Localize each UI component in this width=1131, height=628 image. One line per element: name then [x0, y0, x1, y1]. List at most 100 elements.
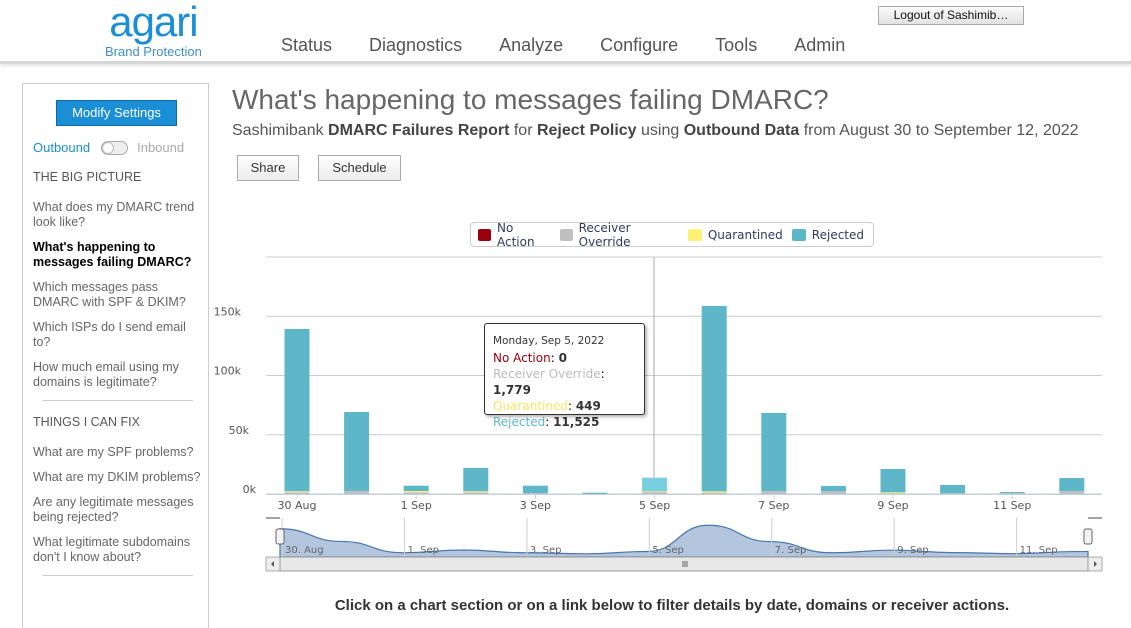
bar-quarantined	[701, 491, 727, 493]
bar-receiver-override	[940, 493, 966, 495]
tooltip-label: Rejected	[493, 415, 546, 429]
legend-label: Receiver Override	[578, 220, 631, 249]
navigator-label: 11. Sep	[1020, 545, 1058, 556]
legend-label: No Action	[497, 220, 535, 249]
agari-logo[interactable]: agari Brand Protection	[105, 0, 202, 60]
bar-rejected	[940, 484, 966, 494]
bar-rejected	[999, 491, 1025, 494]
sidebar-list: THE BIG PICTURE What does my DMARC trend…	[33, 170, 203, 590]
sidebar-item-active[interactable]: What's happening to messages failing DMA…	[33, 240, 192, 269]
navigator-label: 9. Sep	[897, 545, 929, 556]
bar-rejected	[284, 328, 310, 492]
legend-item-rejected[interactable]: Rejected	[791, 228, 864, 242]
y-tick-label: 150k	[214, 305, 242, 318]
bar-quarantined	[880, 492, 906, 494]
sidebar-item[interactable]: What legitimate subdomains don't I know …	[33, 535, 191, 564]
toggle-inbound-label[interactable]: Inbound	[137, 140, 185, 155]
divider	[43, 575, 193, 576]
x-tick-label: 7 Sep	[758, 499, 789, 512]
tooltip-value: 11,525	[553, 415, 600, 429]
filter-hint: Click on a chart section or on a link be…	[334, 597, 1010, 614]
y-tick-label: 50k	[229, 424, 250, 437]
navigator-label: 1. Sep	[407, 545, 439, 556]
legend-item-receiver-override[interactable]: Receiver Override	[559, 220, 679, 249]
report-name: DMARC Failures Report	[328, 122, 510, 139]
bar-rejected	[1059, 478, 1085, 492]
bar-receiver-override	[344, 491, 370, 494]
nav-configure[interactable]: Configure	[600, 35, 679, 55]
tooltip-row: Quarantined: 449	[493, 399, 601, 413]
bar-rejected	[761, 412, 787, 492]
navigator-label: 3. Sep	[530, 545, 562, 556]
bar-receiver-override	[642, 491, 668, 494]
section-heading: THINGS I CAN FIX	[33, 415, 140, 429]
logo-subtitle: Brand Protection	[105, 44, 202, 59]
y-tick-label: 100k	[214, 365, 242, 378]
legend-swatch	[687, 228, 702, 241]
sidebar: Modify Settings Outbound Inbound THE BIG…	[22, 83, 209, 628]
nav-tools[interactable]: Tools	[715, 35, 758, 55]
direction-toggle[interactable]	[101, 140, 129, 155]
bar-receiver-override	[880, 493, 906, 495]
tooltip-row: Receiver Override: 1,779	[493, 367, 605, 397]
nav-diagnostics[interactable]: Diagnostics	[369, 35, 463, 55]
bar-quarantined	[642, 491, 668, 493]
sidebar-item[interactable]: Are any legitimate messages being reject…	[33, 495, 194, 524]
legend-label: Quarantined	[707, 227, 783, 242]
schedule-button[interactable]: Schedule	[318, 155, 401, 181]
bar-quarantined	[284, 491, 310, 493]
x-tick-label: 11 Sep	[993, 499, 1031, 512]
bar-receiver-override	[522, 493, 548, 494]
toggle-outbound-label[interactable]: Outbound	[33, 140, 91, 155]
modify-settings-button[interactable]: Modify Settings	[56, 100, 177, 126]
chart-tooltip: Monday, Sep 5, 2022 No Action: 0 Receive…	[484, 323, 645, 429]
share-button[interactable]: Share	[237, 155, 299, 181]
tooltip-value: 449	[575, 399, 601, 413]
navigator-left-handle[interactable]	[275, 528, 285, 545]
bar-quarantined	[403, 491, 429, 493]
sidebar-item[interactable]: What are my DKIM problems?	[33, 470, 201, 484]
chart-legend: No Action Receiver Override Quarantined …	[470, 220, 874, 249]
sidebar-item[interactable]: Which ISPs do I send email to?	[33, 320, 186, 349]
x-tick-label: 30 Aug	[278, 499, 317, 512]
navigator-area	[279, 524, 1089, 558]
sidebar-item[interactable]: Which messages pass DMARC with SPF & DKI…	[33, 280, 186, 309]
logout-button[interactable]: Logout of Sashimib…	[878, 6, 1024, 25]
logo-word: agari	[109, 0, 198, 45]
nav-admin[interactable]: Admin	[794, 35, 846, 55]
legend-item-no-action[interactable]: No Action	[478, 221, 551, 249]
sidebar-item[interactable]: How much email using my domains is legit…	[33, 360, 179, 389]
x-tick-label: 5 Sep	[639, 499, 670, 512]
navigator-right-handle[interactable]	[1083, 528, 1093, 545]
tooltip-value: 1,779	[493, 383, 531, 397]
navigator-label: 30. Aug	[285, 545, 324, 556]
tooltip-date: Monday, Sep 5, 2022	[493, 335, 605, 347]
navigator-label: 5. Sep	[652, 545, 684, 556]
bar-rejected	[582, 492, 608, 494]
nav-status[interactable]: Status	[281, 35, 333, 55]
scrollbar-thumb[interactable]	[279, 556, 1089, 572]
tooltip-label: No Action	[493, 351, 551, 365]
scrollbar-track[interactable]	[265, 556, 1103, 572]
bar-rejected	[880, 468, 906, 493]
scrollbar-grip-icon	[682, 561, 688, 567]
policy-name: Reject Policy	[536, 122, 637, 139]
tooltip-value: 0	[558, 351, 567, 365]
nav-analyze[interactable]: Analyze	[499, 35, 564, 55]
bar-receiver-override	[403, 492, 429, 494]
sidebar-item[interactable]: What are my SPF problems?	[33, 445, 194, 459]
legend-item-quarantined[interactable]: Quarantined	[687, 227, 783, 242]
navigator-label: 7. Sep	[775, 545, 807, 556]
bar-rejected	[463, 467, 489, 492]
sidebar-item[interactable]: What does my DMARC trend look like?	[33, 200, 195, 229]
x-tick-label: 3 Sep	[520, 499, 551, 512]
page-subtitle: Sashimibank DMARC Failures Report for Re…	[232, 122, 1079, 140]
section-heading: THE BIG PICTURE	[33, 170, 142, 184]
navigator-background	[266, 518, 1102, 557]
bar-receiver-override	[761, 491, 787, 494]
bar-receiver-override	[463, 492, 489, 494]
tooltip-row: No Action: 0	[493, 351, 567, 365]
bar-receiver-override	[820, 491, 846, 494]
legend-swatch	[478, 228, 491, 241]
tooltip-label: Quarantined	[493, 399, 568, 413]
